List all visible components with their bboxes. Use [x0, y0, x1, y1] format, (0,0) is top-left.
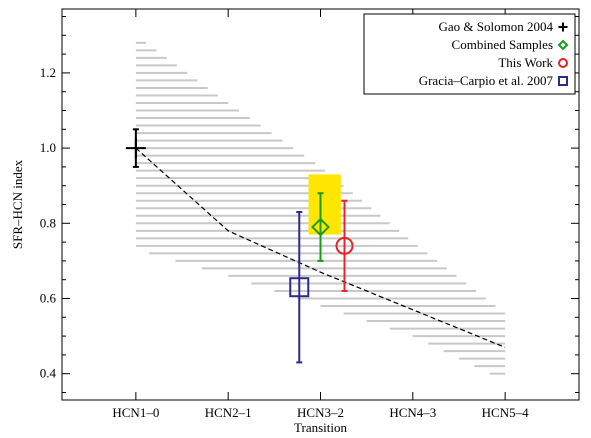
y-tick-label: 0.8	[40, 215, 56, 230]
x-axis-label: Transition	[294, 420, 347, 435]
data-points	[125, 128, 354, 364]
circle-marker	[335, 236, 354, 255]
model-curve	[135, 147, 506, 348]
model-curve-group	[135, 147, 506, 348]
legend-box	[363, 13, 576, 95]
y-tick-label: 0.4	[40, 366, 57, 381]
x-tick-label: HCN4–3	[389, 405, 436, 420]
legend-label: Gao & Solomon 2004	[439, 19, 554, 34]
x-tick-label: HCN2–1	[205, 405, 252, 420]
square-marker	[558, 76, 568, 86]
diamond-marker	[311, 217, 330, 237]
legend-label: This Work	[498, 55, 553, 70]
y-tick-label: 1.2	[40, 65, 56, 80]
legend: Gao & Solomon 2004 Combined Samples This W…	[363, 13, 576, 95]
y-tick-label: 0.6	[40, 290, 57, 305]
legend-label: Combined Samples	[452, 37, 553, 52]
square-marker	[289, 277, 310, 298]
axes: HCN1–0 HCN2–1 HCN3–2 HCN4–3 HCN5–4 0.4 0.6 0.8 1…	[10, 8, 580, 435]
legend-label: Gracia–Carpio et al. 2007	[419, 73, 554, 88]
y-tick-label: 1.0	[40, 140, 56, 155]
circle-marker	[558, 58, 568, 68]
x-tick-label: HCN5–4	[482, 405, 529, 420]
diamond-marker	[557, 39, 569, 51]
y-axis-label: SFR–HCN index	[10, 159, 25, 249]
x-tick-label: HCN3–2	[297, 405, 344, 420]
x-tick-label: HCN1–0	[112, 405, 159, 420]
